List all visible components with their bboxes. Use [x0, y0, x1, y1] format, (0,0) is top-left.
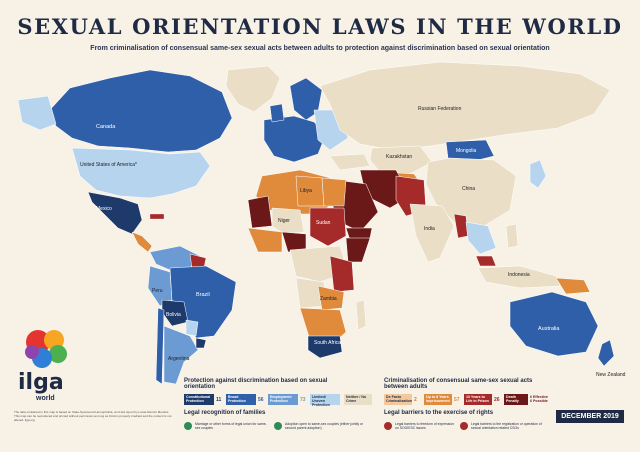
label-bolivia: Bolivia	[166, 312, 181, 318]
label-kazakhstan: Kazakhstan	[386, 154, 412, 160]
legend-limited-swatch: Limited/ Uneven Protection	[310, 394, 340, 407]
australia-shape	[509, 291, 599, 357]
legend-protection: Protection against discrimination based …	[184, 378, 354, 390]
india-shape	[409, 203, 455, 263]
label-usa: United States of America*	[80, 162, 137, 168]
label-argentina: Argentina	[168, 356, 190, 362]
label-canada: Canada	[96, 124, 116, 130]
west-africa	[247, 227, 283, 253]
mongolia-shape	[445, 139, 495, 163]
canada-shape	[47, 69, 233, 153]
legend-barriers-title: Legal barriers to the exercise of rights	[384, 410, 494, 416]
legend-10tolife-count: 26	[494, 397, 500, 403]
cso-barrier-icon	[460, 422, 468, 430]
label-brazil: Brazil	[196, 292, 210, 298]
malaysia	[475, 255, 497, 267]
label-libya: Libya	[300, 188, 312, 194]
new-zealand-shape	[597, 339, 615, 367]
sudan-shape	[309, 207, 347, 247]
label-south-africa: South Africa	[314, 340, 341, 346]
date-badge: DECEMBER 2019	[556, 410, 624, 423]
myanmar	[453, 213, 469, 239]
chile-shape	[155, 307, 165, 385]
label-niger: Niger	[278, 218, 290, 224]
paraguay-shape	[185, 319, 199, 337]
label-australia: Australia	[538, 326, 560, 332]
legend-death-sub: 6 Effective 6 Possible	[530, 395, 548, 403]
somalia	[345, 237, 371, 263]
page-title: SEXUAL ORIENTATION LAWS IN THE WORLD	[17, 14, 623, 39]
legend-barriers-expression: Legal barriers to freedom of expression …	[395, 422, 454, 430]
legend-death-swatch: Death Penalty	[504, 394, 528, 405]
label-mongolia: Mongolia	[456, 148, 477, 154]
usa-shape	[71, 147, 211, 199]
china-shape	[425, 157, 517, 227]
legend-10tolife-swatch: 10 Years to Life in Prison	[464, 394, 492, 405]
uruguay-shape	[195, 337, 207, 349]
south-africa-shape	[307, 335, 343, 359]
alaska	[17, 95, 57, 131]
label-china: China	[462, 186, 475, 192]
legend-neither-swatch: Neither / No Crime	[344, 394, 372, 405]
label-zambia: Zambia	[320, 296, 337, 302]
marriage-icon	[184, 422, 192, 430]
legend-employment-count: 73	[300, 397, 306, 403]
legend-broad-count: 56	[258, 397, 264, 403]
egypt-shape	[321, 177, 347, 207]
philippines	[505, 223, 519, 249]
label-india: India	[424, 226, 435, 232]
zambia-shape	[317, 285, 345, 311]
label-new-zealand: New Zealand	[596, 372, 626, 378]
legend-constitutional-swatch: Constitutional Protection	[184, 394, 214, 405]
japan-shape	[529, 159, 547, 189]
argentina-shape	[163, 325, 199, 385]
label-indonesia: Indonesia	[508, 272, 530, 278]
southeast-asia	[465, 221, 497, 255]
label-russia: Russian Federation	[418, 106, 462, 112]
uk	[269, 103, 285, 123]
label-mexico: Mexico	[96, 206, 112, 212]
mauritania	[247, 195, 273, 229]
mexico-shape	[87, 191, 143, 235]
legend-upto8-swatch: Up to 8 Years Imprisonment	[424, 394, 452, 405]
adoption-icon	[274, 422, 282, 430]
logo-sub: world	[36, 395, 55, 402]
legend-upto8-count: 57	[454, 397, 460, 403]
label-peru: Peru	[152, 288, 163, 294]
legend-families-adoption: Adoption open to same-sex couples (eithe…	[285, 422, 364, 430]
legend-families-title: Legal recognition of families	[184, 410, 266, 416]
greenland	[225, 65, 281, 113]
legend-criminalisation-title: Criminalisation of consensual same-sex s…	[384, 378, 533, 390]
indonesia-shape	[477, 265, 561, 289]
russia-shape	[319, 61, 611, 151]
turkey	[329, 153, 371, 171]
legend-employment-swatch: Employment Protection	[268, 394, 298, 405]
central-america	[131, 231, 153, 253]
legend-criminalisation: Criminalisation of consensual same-sex s…	[384, 378, 534, 390]
papua	[555, 277, 591, 295]
legend-barriers: Legal barriers to the exercise of rights	[384, 410, 534, 416]
page-subtitle: From criminalisation of consensual same-…	[90, 45, 550, 52]
ilga-logo-mark	[25, 330, 67, 368]
legend-constitutional-count: 11	[216, 397, 222, 403]
caribbean	[149, 213, 165, 220]
east-africa	[329, 255, 355, 293]
legend-families-marriage: Marriage or other forms of legal union f…	[195, 422, 267, 430]
legend-defacto-swatch: De Facto Criminalisation	[384, 394, 412, 405]
legend-defacto-count: 2	[414, 397, 417, 403]
footnote: The data contained in this map is based …	[14, 410, 172, 422]
peru-shape	[147, 265, 173, 307]
expression-barrier-icon	[384, 422, 392, 430]
western-europe	[263, 115, 327, 163]
logo-text: ilga	[18, 370, 64, 395]
legend-broad-swatch: Broad Protection	[226, 394, 256, 405]
legend-protection-title: Protection against discrimination based …	[184, 378, 328, 390]
label-sudan: Sudan	[316, 220, 331, 226]
legend-barriers-cso: Legal barriers to the registration or op…	[471, 422, 542, 430]
madagascar	[355, 299, 367, 331]
legend-families: Legal recognition of families	[184, 410, 354, 416]
